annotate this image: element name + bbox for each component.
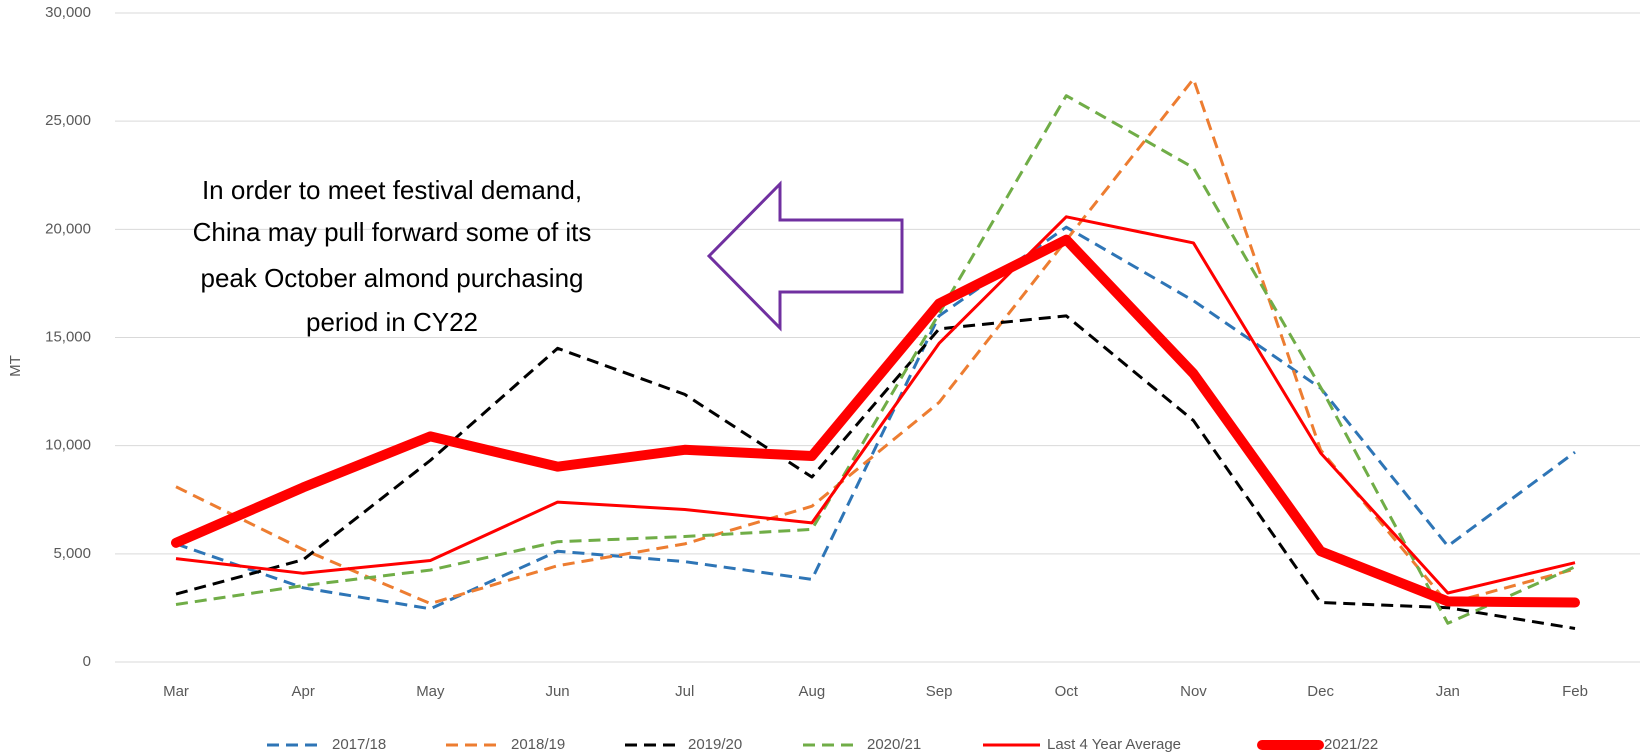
series-line: [175, 215, 1576, 595]
series-line: [175, 94, 1576, 625]
series-line: [175, 77, 1576, 606]
y-axis-label: MT: [7, 355, 24, 377]
series-line: [171, 234, 1580, 608]
legend-label: 2019/20: [688, 736, 742, 753]
x-tick-label: Apr: [292, 683, 315, 700]
annotation: China may pull forward some of its: [193, 217, 592, 247]
x-tick-label: Sep: [926, 683, 953, 700]
annotation: In order to meet festival demand,: [202, 175, 582, 205]
y-tick-label: 5,000: [53, 545, 91, 562]
x-tick-label: Aug: [799, 683, 826, 700]
y-tick-label: 20,000: [45, 220, 91, 237]
y-tick-label: 15,000: [45, 328, 91, 345]
y-tick-label: 0: [83, 653, 91, 670]
x-tick-label: Jun: [545, 683, 569, 700]
annotation: peak October almond purchasing: [200, 263, 583, 293]
legend-label: 2021/22: [1324, 736, 1378, 753]
x-tick-label: Oct: [1055, 683, 1079, 700]
legend-label: 2017/18: [332, 736, 386, 753]
x-tick-label: Nov: [1180, 683, 1207, 700]
x-tick-label: Jul: [675, 683, 694, 700]
legend-label: Last 4 Year Average: [1047, 736, 1181, 753]
x-tick-label: May: [416, 683, 445, 700]
x-tick-label: Mar: [163, 683, 189, 700]
y-tick-label: 30,000: [45, 4, 91, 21]
x-tick-label: Dec: [1307, 683, 1334, 700]
legend-label: 2020/21: [867, 736, 921, 753]
arrow: [706, 180, 904, 332]
annotation: period in CY22: [306, 307, 478, 337]
series-line: [175, 225, 1576, 611]
series-line: [175, 314, 1576, 630]
x-tick-label: Feb: [1562, 683, 1588, 700]
x-tick-label: Jan: [1436, 683, 1460, 700]
y-tick-label: 25,000: [45, 112, 91, 129]
y-tick-label: 10,000: [45, 437, 91, 454]
legend-label: 2018/19: [511, 736, 565, 753]
